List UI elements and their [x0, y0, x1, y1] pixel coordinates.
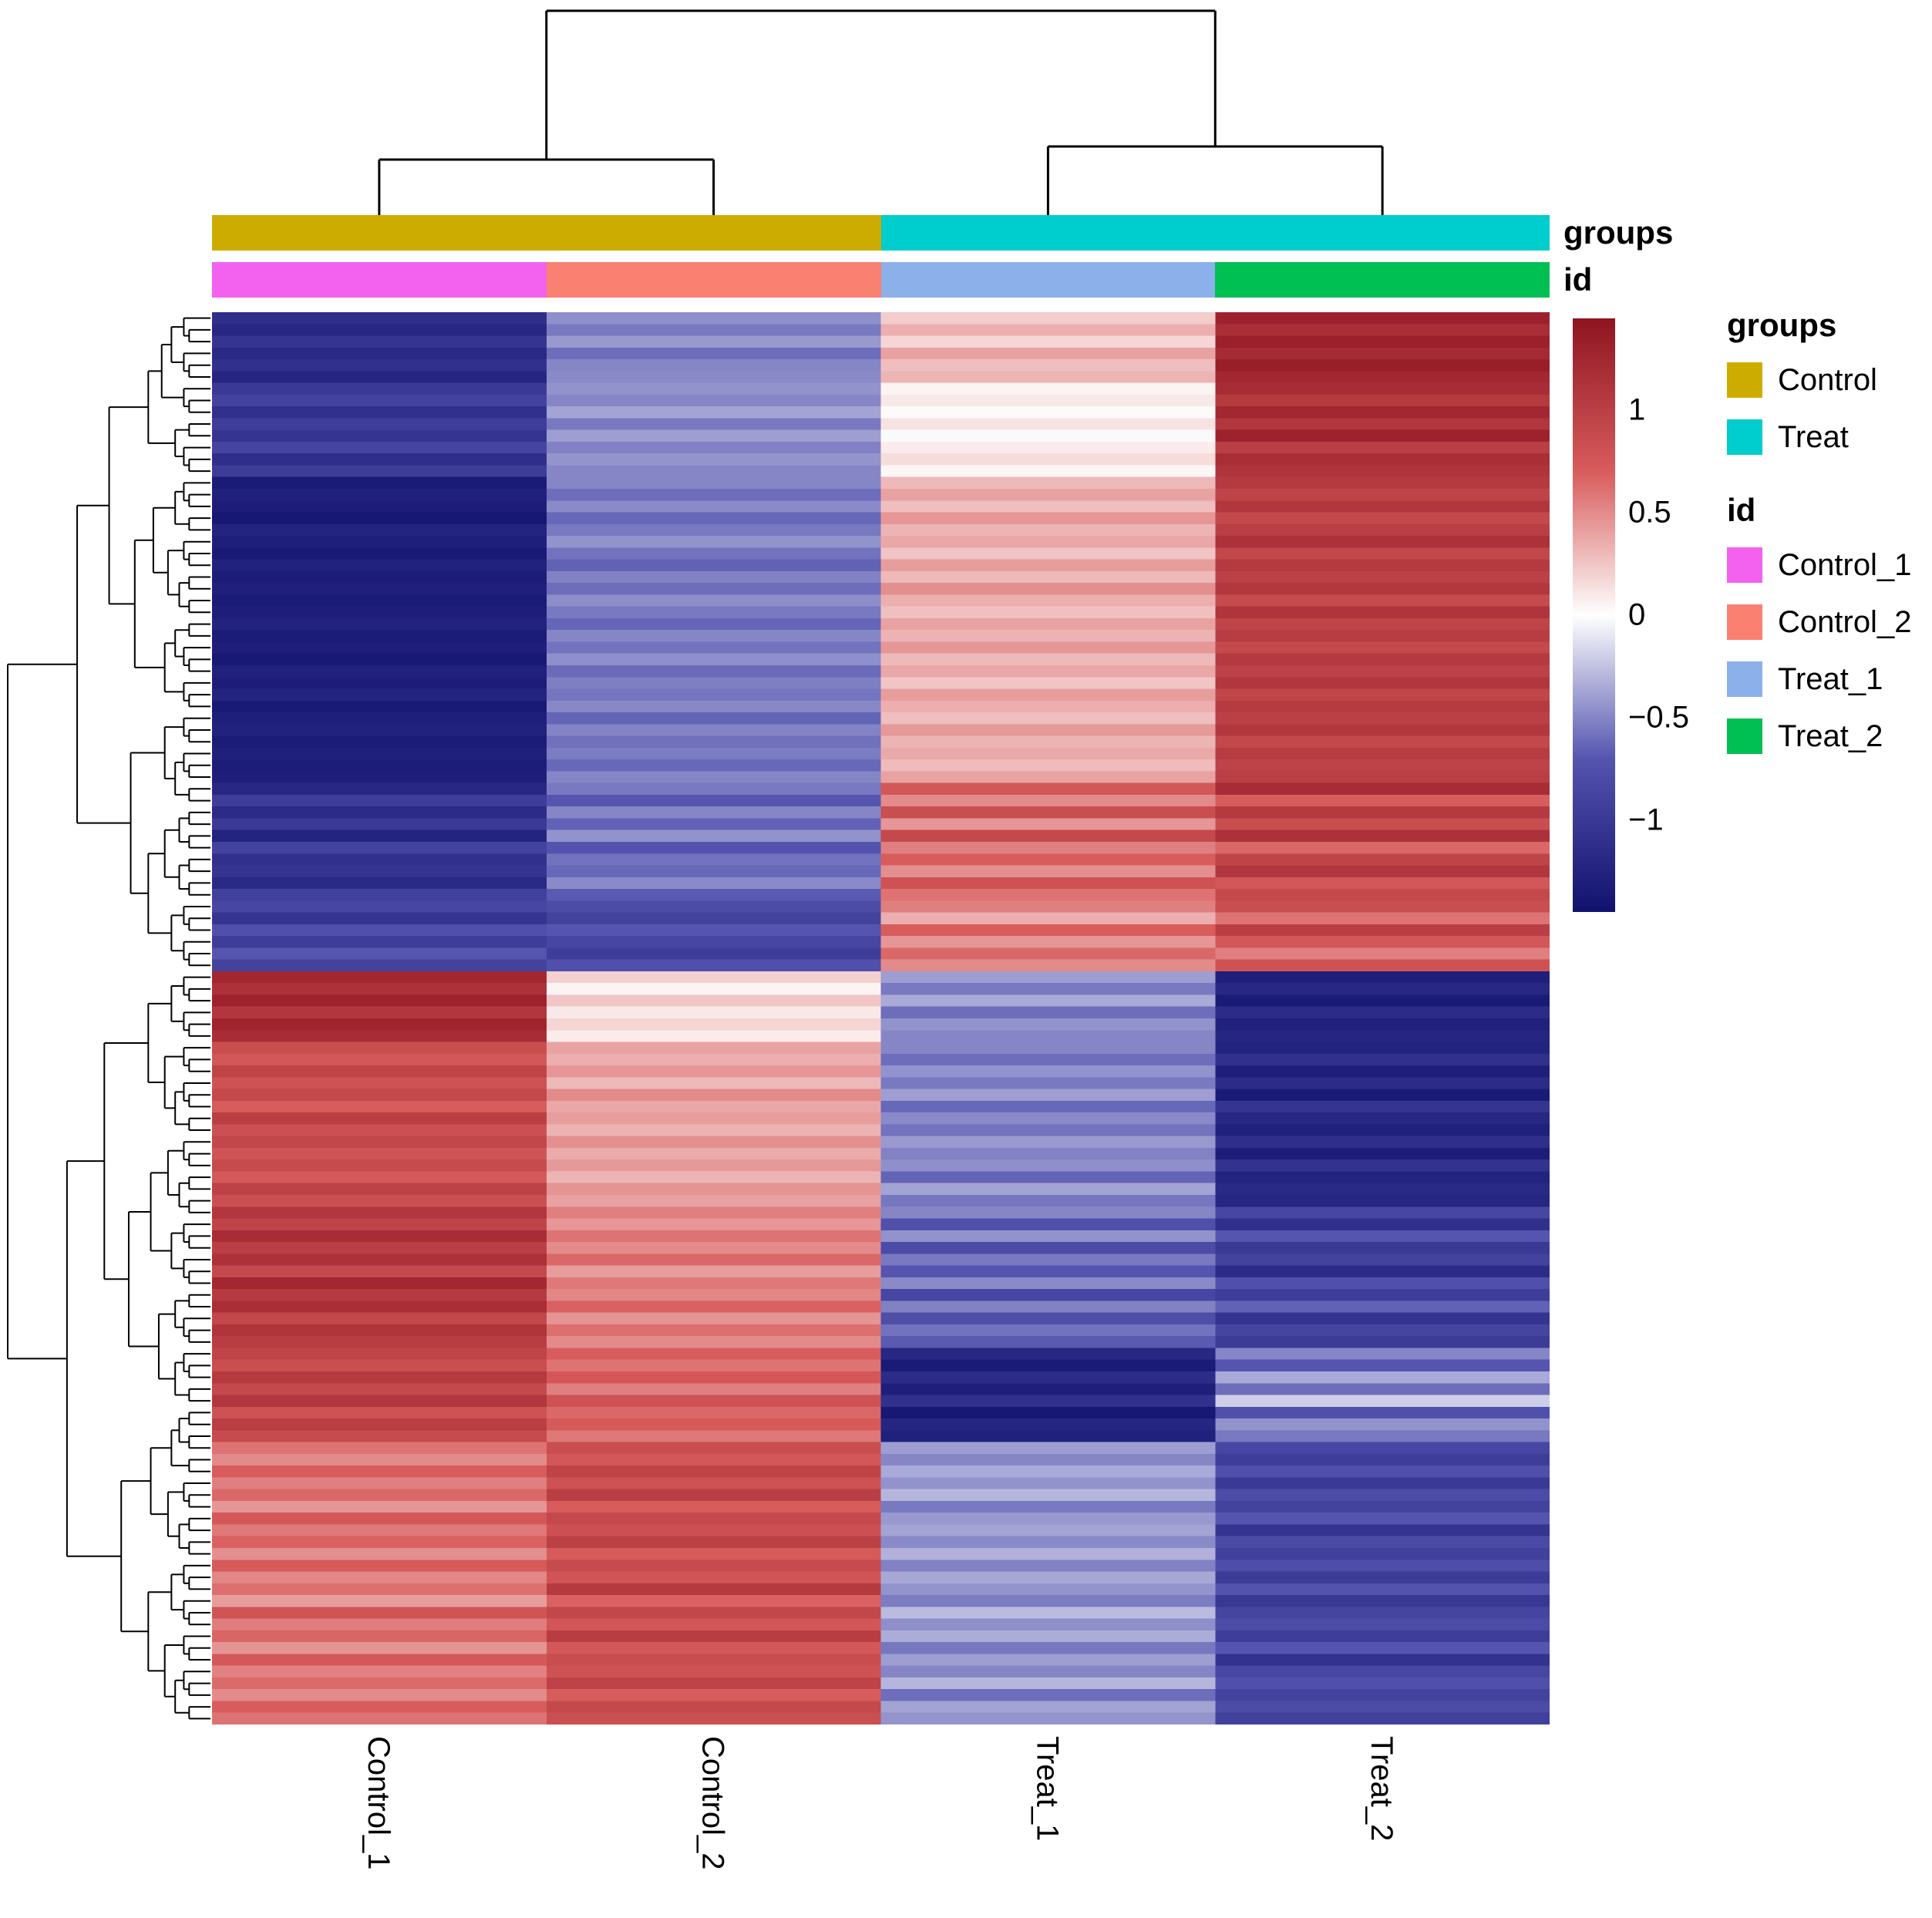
- legend-swatch: [1727, 718, 1762, 754]
- legend-swatch: [1727, 419, 1762, 455]
- legend-item-control_2: Control_2: [1727, 604, 1927, 640]
- legend-item-treat_1: Treat_1: [1727, 661, 1927, 697]
- annotation-groups-treat: [880, 215, 1550, 251]
- legend-groups: groups Control Treat: [1727, 307, 1927, 455]
- heatmap-matrix: [212, 312, 1550, 1725]
- legend-swatch: [1727, 604, 1762, 640]
- annotation-id-control_1: [212, 262, 547, 298]
- annotation-label-id: id: [1563, 261, 1593, 298]
- legend-item-label: Treat: [1778, 419, 1849, 454]
- colorbar-tick: −0.5: [1628, 700, 1689, 735]
- legend-item-label: Treat_1: [1778, 661, 1883, 696]
- legend-swatch: [1727, 547, 1762, 583]
- legend-swatch: [1727, 661, 1762, 697]
- legend-item-label: Control_2: [1778, 604, 1912, 639]
- legend-groups-title: groups: [1727, 307, 1837, 343]
- legend-item-control: Control: [1727, 362, 1927, 398]
- annotation-track-groups: [212, 215, 1550, 251]
- legend-item-label: Treat_2: [1778, 718, 1883, 753]
- column-label-treat_1: Treat_1: [1030, 1736, 1065, 1842]
- colorbar-tick: 0: [1628, 597, 1646, 632]
- colorbar-tick: 0.5: [1628, 495, 1671, 530]
- column-label-treat_2: Treat_2: [1365, 1736, 1399, 1842]
- legend-id-title: id: [1727, 492, 1756, 528]
- row-dendrogram: [7, 317, 210, 1720]
- legend-item-label: Control_1: [1778, 547, 1912, 582]
- legend-id: id Control_1 Control_2 Treat_1 Treat_2: [1727, 492, 1927, 754]
- column-dendrogram: [378, 9, 1384, 215]
- legend-panel: groups Control Treat id Control_1 Control_…: [1727, 307, 1927, 776]
- annotation-id-control_2: [546, 262, 881, 298]
- colorbar-tick: −1: [1628, 803, 1664, 837]
- colorbar: [1573, 318, 1615, 912]
- legend-swatch: [1727, 362, 1762, 398]
- annotation-groups-control: [212, 215, 881, 251]
- column-label-control_1: Control_1: [361, 1736, 395, 1870]
- annotation-id-treat_1: [880, 262, 1216, 298]
- annotation-track-id: [212, 262, 1550, 298]
- legend-item-treat_2: Treat_2: [1727, 718, 1927, 754]
- annotation-label-groups: groups: [1563, 214, 1674, 251]
- legend-item-treat: Treat: [1727, 419, 1927, 455]
- legend-item-control_1: Control_1: [1727, 547, 1927, 583]
- colorbar-tick: 1: [1628, 392, 1646, 427]
- annotation-id-treat_2: [1215, 262, 1550, 298]
- column-label-control_2: Control_2: [695, 1736, 730, 1870]
- legend-item-label: Control: [1778, 362, 1877, 397]
